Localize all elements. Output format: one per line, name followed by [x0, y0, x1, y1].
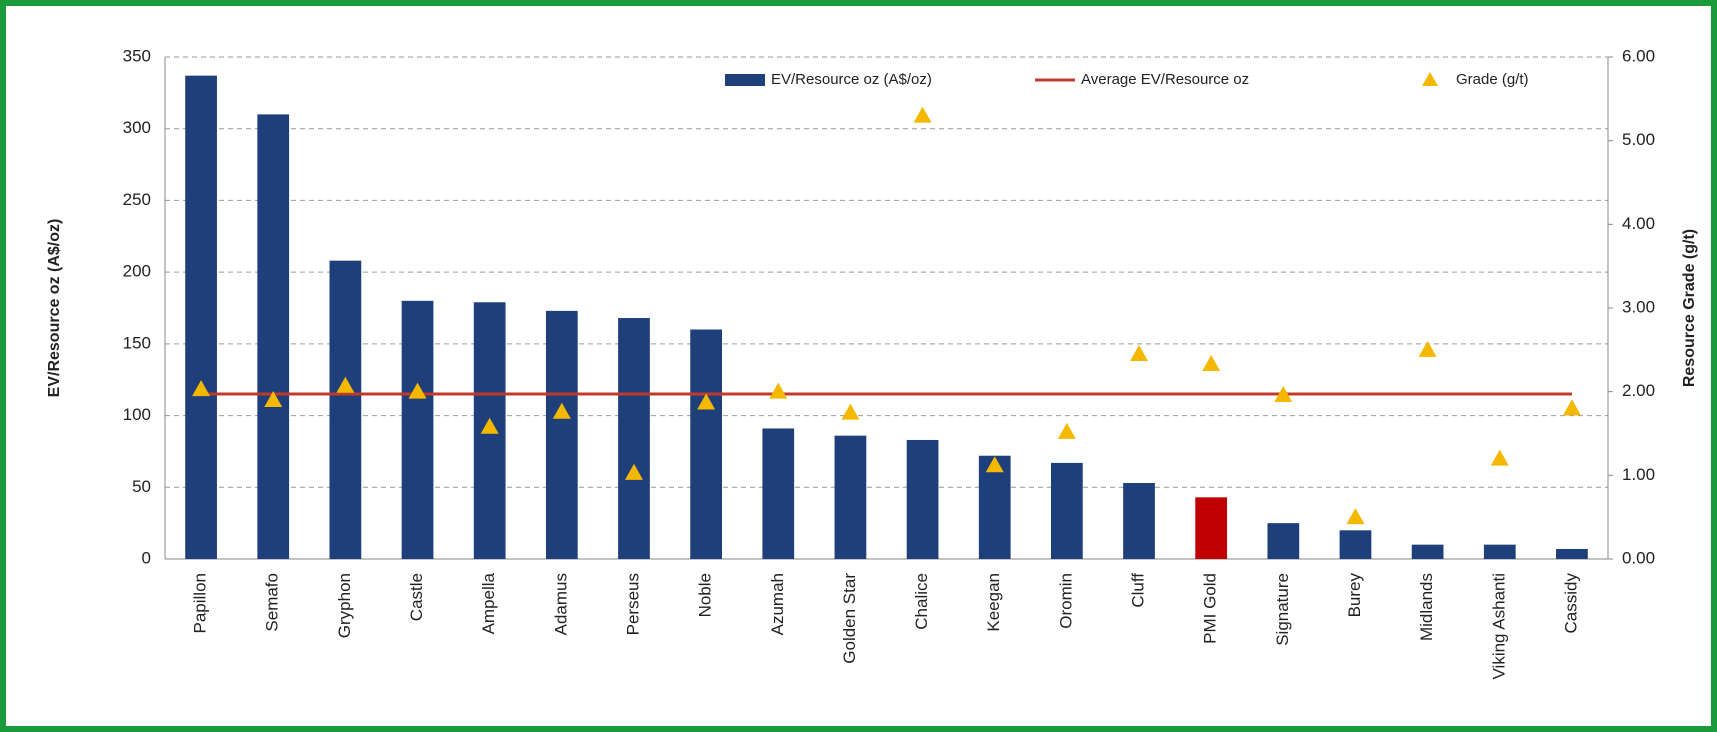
x-tick-label: Midlands	[1417, 573, 1436, 641]
grade-marker	[769, 382, 788, 399]
x-tick-label: Cassidy	[1561, 573, 1580, 634]
legend-label: Grade (g/t)	[1456, 71, 1529, 88]
y-tick-label: 250	[123, 190, 151, 209]
bar	[1051, 462, 1083, 559]
bar	[185, 75, 217, 559]
grade-marker	[1346, 508, 1365, 525]
bar	[1195, 497, 1228, 559]
grade-marker	[1274, 386, 1293, 403]
x-tick-label: Oromin	[1056, 573, 1075, 629]
y2-tick-label: 6.00	[1622, 46, 1655, 65]
x-tick-label: Chalice	[912, 573, 931, 630]
x-tick-label: Keegan	[984, 573, 1003, 632]
legend-label: Average EV/Resource oz	[1081, 71, 1249, 88]
x-tick-label: Signature	[1273, 573, 1292, 646]
y2-tick-label: 4.00	[1622, 214, 1655, 233]
grade-marker	[1418, 340, 1437, 357]
y2-tick-label: 3.00	[1622, 297, 1655, 316]
x-tick-label: Papillon	[191, 573, 210, 634]
bar	[545, 310, 578, 559]
grade-marker	[1562, 399, 1581, 416]
bar	[1411, 544, 1444, 559]
grade-marker	[336, 376, 355, 393]
bar	[1483, 544, 1516, 559]
y-tick-label: 350	[123, 46, 151, 65]
x-tick-label: Adamus	[551, 573, 570, 635]
grade-marker	[408, 382, 427, 399]
bar	[978, 455, 1011, 559]
x-tick-label: Ampella	[479, 572, 498, 634]
y-tick-label: 300	[123, 118, 151, 137]
grade-marker	[264, 391, 283, 408]
grade-marker	[552, 402, 571, 419]
x-tick-label: Azumah	[768, 573, 787, 635]
legend-label: EV/Resource oz (A$/oz)	[771, 71, 932, 88]
grade-marker	[985, 456, 1004, 473]
bar	[257, 114, 290, 559]
y2-tick-label: 2.00	[1622, 381, 1655, 400]
y2-axis-label: Resource Grade (g/t)	[1681, 229, 1698, 387]
x-tick-label: Cluff	[1129, 573, 1148, 608]
bar	[1123, 482, 1155, 559]
x-tick-label: Castle	[407, 573, 426, 621]
bar	[762, 428, 795, 559]
legend-swatch	[725, 74, 765, 86]
x-tick-label: Golden Star	[840, 573, 859, 664]
y-tick-label: 100	[123, 405, 151, 424]
x-tick-label: Perseus	[623, 573, 642, 635]
grade-marker	[624, 463, 643, 480]
x-tick-label: Noble	[696, 573, 715, 617]
legend-swatch	[1422, 72, 1438, 86]
bar	[1267, 523, 1300, 559]
x-tick-label: Viking Ashanti	[1489, 573, 1508, 679]
x-tick-label: PMI Gold	[1201, 573, 1220, 644]
grade-marker	[841, 403, 860, 420]
bar	[906, 439, 939, 559]
y2-tick-label: 0.00	[1622, 548, 1655, 567]
y2-tick-label: 5.00	[1622, 130, 1655, 149]
bar	[401, 300, 434, 559]
y2-tick-label: 1.00	[1622, 465, 1655, 484]
grade-marker	[697, 393, 716, 410]
bar	[329, 260, 362, 559]
bar	[834, 435, 867, 559]
bar	[618, 318, 650, 559]
bar	[1339, 530, 1372, 559]
bar	[690, 329, 722, 559]
grade-marker	[1057, 422, 1076, 439]
x-tick-label: Gryphon	[335, 573, 354, 638]
grade-marker	[192, 380, 211, 397]
y-tick-label: 200	[123, 262, 151, 281]
y-tick-label: 0	[142, 548, 151, 567]
grade-marker	[1130, 345, 1149, 362]
y-tick-label: 150	[123, 333, 151, 352]
y-tick-label: 50	[132, 477, 151, 496]
x-tick-label: Burey	[1345, 573, 1364, 618]
bar	[1556, 548, 1588, 559]
grade-marker	[1202, 355, 1221, 372]
x-tick-label: Semafo	[263, 573, 282, 632]
grade-marker	[1490, 449, 1509, 466]
y-axis-label: EV/Resource oz (A$/oz)	[46, 219, 63, 398]
grade-marker	[913, 106, 932, 123]
grade-marker	[480, 417, 499, 434]
